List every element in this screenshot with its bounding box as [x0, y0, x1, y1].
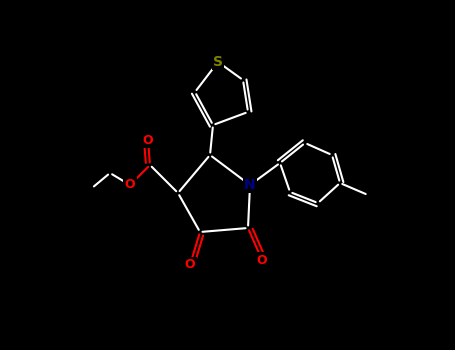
Text: O: O [125, 178, 135, 191]
Text: O: O [257, 253, 267, 266]
Text: N: N [244, 178, 256, 192]
Text: S: S [213, 55, 223, 69]
Text: O: O [143, 133, 153, 147]
Text: O: O [185, 259, 195, 272]
